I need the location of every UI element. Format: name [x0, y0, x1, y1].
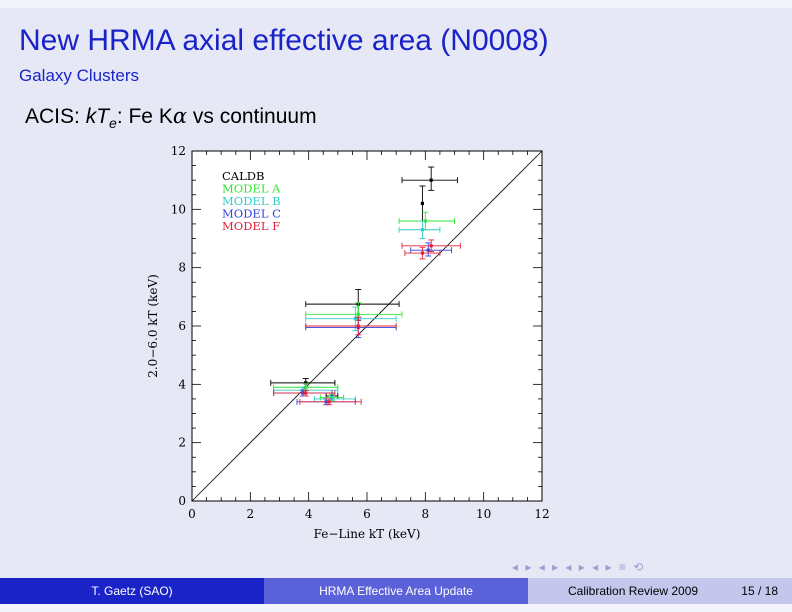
x-tick-label: 6	[363, 507, 371, 521]
footer-talk-title: HRMA Effective Area Update	[264, 578, 528, 604]
point-marker	[304, 391, 308, 395]
heading-sub: e	[109, 115, 117, 132]
slide-title: New HRMA axial effective area (N0008)	[19, 24, 549, 57]
legend-entry: MODEL C	[222, 207, 281, 221]
point-marker	[426, 248, 430, 252]
legend-entry: MODEL F	[222, 219, 280, 233]
footer-event-name: Calibration Review 2009	[568, 584, 699, 598]
data-point	[404, 246, 441, 260]
x-tick-label: 2	[247, 507, 255, 521]
legend-entry: CALDB	[222, 169, 264, 183]
footer-page-number: 15 / 18	[741, 584, 778, 598]
y-tick-label: 4	[178, 377, 186, 391]
slide-heading: ACIS: kTe: Fe Kα vs continuum	[25, 104, 317, 131]
y-tick-label: 6	[178, 319, 186, 333]
beamer-nav-icons[interactable]: ◂ ▸ ◂ ▸ ◂ ▸ ◂ ▸ ≡ ⟲	[512, 560, 646, 574]
heading-suffix: vs continuum	[187, 105, 317, 128]
x-axis-label: Fe−Line kT (keV)	[314, 527, 421, 541]
point-marker	[420, 228, 425, 232]
y-axis-label: 2.0−6.0 kT (keV)	[146, 274, 160, 378]
point-marker	[420, 251, 425, 255]
heading-kt: kT	[85, 105, 110, 128]
x-tick-label: 12	[534, 507, 549, 521]
heading-mid: : Fe K	[116, 105, 173, 128]
x-tick-label: 0	[188, 507, 196, 521]
y-tick-label: 2	[178, 436, 186, 450]
data-point	[398, 220, 441, 239]
footer-bar: T. Gaetz (SAO) HRMA Effective Area Updat…	[0, 578, 792, 604]
point-marker	[356, 312, 360, 316]
data-point	[401, 239, 461, 253]
x-tick-label: 8	[422, 507, 430, 521]
point-marker	[304, 381, 308, 385]
y-tick-label: 12	[171, 144, 186, 158]
point-marker	[429, 178, 433, 182]
point-marker	[420, 201, 425, 206]
point-marker	[356, 324, 360, 328]
heading-alpha: α	[172, 104, 188, 128]
point-marker	[327, 400, 331, 404]
legend-entry: MODEL B	[222, 194, 281, 208]
top-band	[0, 0, 792, 8]
y-tick-label: 10	[171, 202, 186, 216]
footer-author: T. Gaetz (SAO)	[0, 578, 264, 604]
data-point	[305, 316, 397, 336]
footer-event: Calibration Review 2009 15 / 18	[528, 578, 792, 604]
y-tick-label: 0	[178, 494, 186, 508]
heading-prefix: ACIS:	[25, 105, 86, 128]
data-point	[299, 398, 362, 406]
legend-entry: MODEL A	[222, 182, 281, 196]
y-tick-label: 8	[178, 261, 186, 275]
point-marker	[353, 317, 357, 321]
data-point	[273, 389, 336, 397]
x-tick-label: 10	[476, 507, 491, 521]
data-point	[401, 166, 458, 191]
x-tick-label: 4	[305, 507, 313, 521]
bottom-band	[0, 604, 792, 612]
data-point	[305, 306, 397, 331]
point-marker	[429, 244, 433, 248]
slide-subtitle: Galaxy Clusters	[19, 66, 139, 85]
